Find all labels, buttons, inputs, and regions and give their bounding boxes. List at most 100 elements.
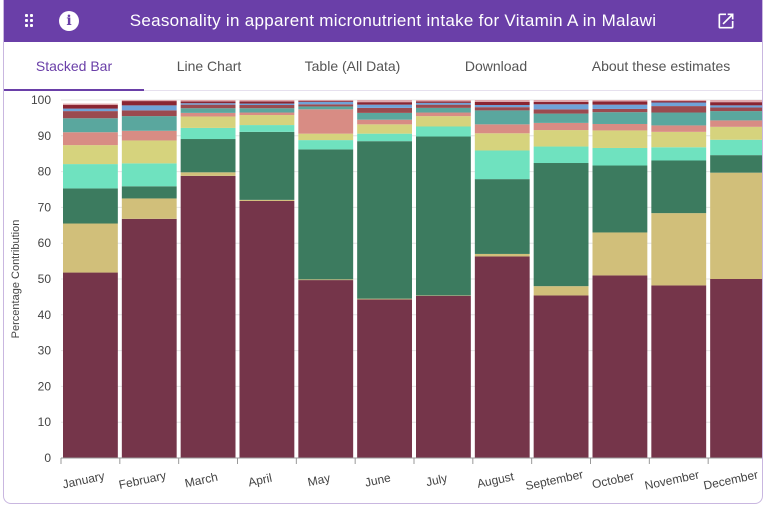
title-bar: i Seasonality in apparent micronutrient … (4, 0, 762, 42)
x-tick-label: January (61, 469, 106, 492)
x-tick-label: November (643, 467, 700, 492)
bar-segment (357, 299, 412, 458)
bar-segment (357, 124, 412, 134)
bar-segment (180, 127, 236, 140)
bar-segment (710, 111, 762, 121)
tab-table-all-data[interactable]: Table (All Data) (304, 58, 401, 74)
x-tick-label: May (306, 471, 331, 489)
bar-segment (180, 103, 236, 105)
bar-segment (710, 120, 762, 127)
stacked-bar-chart: 0 10 20 30 40 50 60 70 80 90 100 Percentage Contrib… (10, 93, 762, 493)
bar-segment (180, 108, 236, 113)
bar-segment (298, 109, 354, 134)
bar-segment (533, 100, 589, 102)
bar-segment (592, 232, 648, 276)
bar-segment (533, 130, 589, 147)
bar-segment (710, 126, 762, 140)
x-tick-label: February (117, 468, 167, 492)
bar-segment (121, 163, 177, 187)
x-tick-label: December (702, 467, 759, 492)
bar-segment (710, 100, 762, 103)
bar-segment (533, 295, 589, 458)
bar-segment (474, 253, 530, 257)
bar-segment (533, 163, 589, 287)
bar-segment (416, 104, 471, 108)
y-tick-label: 90 (38, 129, 52, 143)
x-tick-label: March (183, 470, 219, 491)
bar-segment (710, 139, 762, 156)
bar-segment (63, 103, 118, 106)
bar-segment (474, 107, 530, 111)
bar-segment (121, 116, 177, 131)
bar-segment (416, 295, 471, 458)
bar-segment (239, 112, 295, 116)
bar-segment (416, 107, 471, 113)
x-tick-label: August (476, 469, 516, 491)
bar-segment (651, 112, 707, 126)
bar-segment (416, 101, 471, 103)
bar-segment (121, 101, 177, 106)
bar-segment (710, 279, 762, 458)
bar-segment (416, 126, 471, 137)
bar-segment (180, 139, 236, 173)
y-tick-label: 80 (38, 165, 52, 179)
bar-segment (592, 101, 648, 105)
bar-segment (298, 133, 354, 141)
bar-segment (533, 113, 589, 123)
bar-segment (63, 188, 118, 224)
y-tick-label: 10 (38, 415, 52, 429)
bar-segment (474, 124, 530, 134)
bar-segment (180, 112, 236, 117)
bar-segment (651, 285, 707, 458)
bar-segment (239, 200, 295, 458)
bar-segment (121, 218, 177, 458)
bar-segment (180, 101, 236, 104)
tab-stacked-bar[interactable]: Stacked Bar (4, 42, 144, 91)
y-axis-label: Percentage Contribution (10, 220, 22, 339)
bar-segment (298, 101, 354, 105)
bar-segment (357, 119, 412, 125)
bar-segment (533, 122, 589, 131)
bar-segment (298, 279, 354, 281)
bar-segment (533, 109, 589, 114)
y-tick-label: 70 (38, 200, 52, 214)
x-tick-label: April (247, 471, 273, 490)
bar-segment (239, 100, 295, 102)
bar-segment (710, 105, 762, 108)
bar-segment (710, 102, 762, 106)
tab-download[interactable]: Download (464, 58, 528, 74)
bar-segment (239, 105, 295, 109)
bar-segment (63, 132, 118, 146)
grid-icon[interactable] (25, 12, 39, 30)
tab-line-chart[interactable]: Line Chart (176, 58, 242, 74)
x-tick-label: October (591, 469, 636, 492)
bar-segment (416, 102, 471, 105)
y-tick-label: 30 (38, 344, 52, 358)
bar-segment (651, 106, 707, 113)
bar-segment (592, 123, 648, 131)
bar-segment (651, 102, 707, 107)
external-link-icon[interactable] (716, 11, 736, 31)
bar-segment (239, 131, 295, 200)
bar-segment (416, 112, 471, 117)
bar-segment (63, 272, 118, 458)
bar-segment (357, 133, 412, 142)
x-tick-label: July (425, 471, 449, 489)
bar-segment (474, 100, 530, 102)
bar-segment (121, 130, 177, 141)
bar-segment (357, 107, 412, 113)
info-icon[interactable]: i (59, 11, 79, 31)
bar-segment (592, 108, 648, 113)
bar-segment (474, 101, 530, 106)
y-tick-label: 100 (31, 93, 51, 107)
y-tick-label: 50 (38, 272, 52, 286)
bar-segment (474, 110, 530, 125)
bar-segment (121, 140, 177, 164)
bar-segment (180, 175, 236, 458)
bar-segment (357, 104, 412, 108)
bar-segment (533, 104, 589, 110)
bar-segment (651, 147, 707, 161)
bar-segment (651, 100, 707, 102)
bar-segment (357, 102, 412, 105)
tab-about-estimates[interactable]: About these estimates (591, 58, 731, 74)
